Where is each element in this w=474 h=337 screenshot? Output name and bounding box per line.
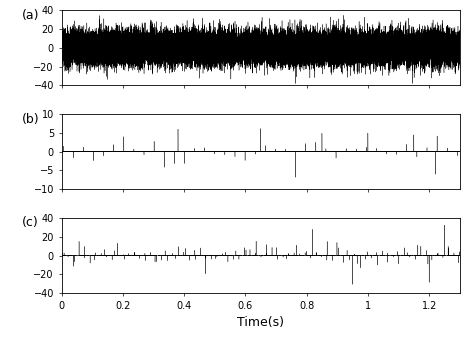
Text: (a): (a) (22, 9, 39, 22)
Text: (b): (b) (22, 113, 39, 125)
X-axis label: Time(s): Time(s) (237, 316, 284, 329)
Text: (c): (c) (22, 216, 38, 229)
